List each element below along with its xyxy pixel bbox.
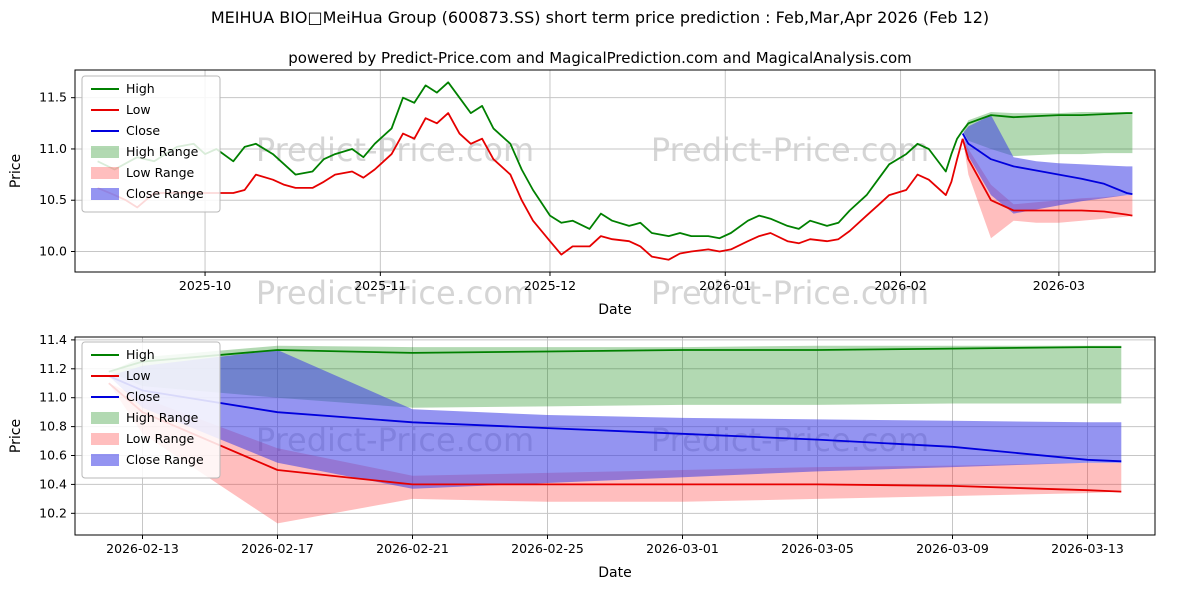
plot-border bbox=[74, 69, 1156, 273]
history-and-forecast-chart: 2025-10 2025-11 2025-12 2026-01 2026-02 2026-… bbox=[8, 69, 1156, 318]
x-tick-label: 2026-03 bbox=[1033, 278, 1085, 293]
x-tick-label: 2026-03-09 bbox=[916, 541, 989, 556]
y-tick-label: 11.4 bbox=[39, 332, 67, 347]
legend-label: Close Range bbox=[126, 452, 204, 467]
x-tick-label: 2025-10 bbox=[179, 278, 231, 293]
legend-label: Close bbox=[126, 123, 160, 138]
x-tick-label: 2026-03-01 bbox=[646, 541, 719, 556]
legend-swatch-close-range bbox=[91, 454, 119, 466]
forecast-detail-chart: 2026-02-13 2026-02-17 2026-02-21 2026-02-25… bbox=[8, 332, 1156, 581]
close-line bbox=[961, 133, 1133, 195]
y-tick-label: 10.6 bbox=[39, 448, 67, 463]
legend-label: Low bbox=[126, 102, 151, 117]
x-tick-label: 2026-02-21 bbox=[376, 541, 449, 556]
y-tick-label: 10.5 bbox=[39, 192, 67, 207]
x-tick-label: 2026-02-25 bbox=[511, 541, 584, 556]
x-tick-label: 2026-03-05 bbox=[781, 541, 854, 556]
x-tick-label: 2026-03-13 bbox=[1051, 541, 1124, 556]
legend-label: Low bbox=[126, 368, 151, 383]
y-axis-label: Price bbox=[8, 419, 24, 453]
high-line bbox=[961, 112, 1133, 132]
x-tick-label: 2026-02-13 bbox=[106, 541, 179, 556]
legend-label: High Range bbox=[126, 144, 199, 159]
y-tick-label: 10.0 bbox=[39, 243, 67, 258]
x-tick-label: 2026-02-17 bbox=[241, 541, 314, 556]
plot-border bbox=[74, 336, 1156, 536]
close-range-band bbox=[962, 115, 1133, 214]
y-tick-label: 10.8 bbox=[39, 419, 67, 434]
legend-label: Low Range bbox=[126, 165, 195, 180]
legend-swatch-high-range bbox=[91, 412, 119, 424]
x-axis-label: Date bbox=[598, 565, 631, 581]
low-line bbox=[961, 138, 1133, 217]
legend-swatch-low-range bbox=[91, 167, 119, 179]
legend-swatch-low-range bbox=[91, 433, 119, 445]
y-tick-label: 11.2 bbox=[39, 361, 67, 376]
y-tick-label: 11.0 bbox=[39, 390, 67, 405]
page-subtitle: powered by Predict-Price.com and Magical… bbox=[288, 49, 912, 67]
low-range-band bbox=[962, 138, 1133, 239]
y-tick-label: 10.2 bbox=[39, 505, 67, 520]
x-axis-label: Date bbox=[598, 302, 631, 318]
page-title: MEIHUA BIO□MeiHua Group (600873.SS) shor… bbox=[210, 8, 990, 27]
y-tick-label: 11.5 bbox=[39, 90, 67, 105]
high-line bbox=[97, 81, 964, 240]
x-tick-label: 2025-12 bbox=[524, 278, 576, 293]
legend-label: High bbox=[126, 81, 155, 96]
legend-swatch-close-range bbox=[91, 188, 119, 200]
y-tick-label: 10.4 bbox=[39, 476, 67, 491]
close-range-band bbox=[108, 350, 1122, 489]
y-axis-label: Price bbox=[8, 154, 24, 188]
legend-swatch-high-range bbox=[91, 146, 119, 158]
legend-label: Close Range bbox=[126, 186, 204, 201]
watermark: Predict-Price.com bbox=[255, 274, 535, 312]
x-tick-label: 2026-02 bbox=[874, 278, 926, 293]
legend-label: High bbox=[126, 347, 155, 362]
low-range-band bbox=[108, 383, 1122, 524]
legend-label: High Range bbox=[126, 410, 199, 425]
y-tick-label: 11.0 bbox=[39, 141, 67, 156]
legend-label: Low Range bbox=[126, 431, 195, 446]
x-tick-label: 2026-01 bbox=[699, 278, 751, 293]
x-tick-label: 2025-11 bbox=[354, 278, 406, 293]
watermark: Predict-Price.com bbox=[650, 274, 930, 312]
watermark: Predict-Price.com bbox=[650, 131, 930, 169]
legend-label: Close bbox=[126, 389, 160, 404]
low-line bbox=[97, 112, 964, 261]
